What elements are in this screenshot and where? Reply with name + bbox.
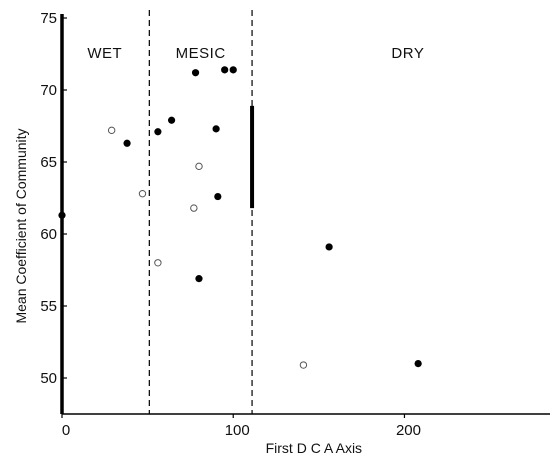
y-tick-label: 75 xyxy=(40,10,57,27)
y-axis-ticks: 50 55 60 65 70 75 xyxy=(40,10,67,387)
open-point xyxy=(299,361,308,369)
data-points xyxy=(58,66,422,369)
filled-point xyxy=(123,139,131,147)
filled-point xyxy=(154,128,162,136)
y-tick-label: 50 xyxy=(40,370,57,387)
open-point xyxy=(154,259,162,267)
filled-point xyxy=(191,69,200,77)
filled-point xyxy=(195,275,203,283)
x-axis-ticks: 0 100 200 xyxy=(61,414,421,439)
filled-point xyxy=(414,360,422,368)
filled-point xyxy=(221,66,229,74)
filled-point xyxy=(229,66,237,74)
x-tick-label: 0 xyxy=(62,422,70,439)
y-tick-label: 70 xyxy=(40,82,57,99)
filled-point xyxy=(214,192,222,201)
region-label-mesic: MESIC xyxy=(176,45,226,62)
region-label-dry: DRY xyxy=(391,45,424,62)
chart-axes xyxy=(60,14,550,415)
x-tick-label: 200 xyxy=(396,422,421,439)
region-dividers: WET MESIC DRY xyxy=(87,10,424,414)
open-point xyxy=(195,162,203,171)
x-tick-label: 100 xyxy=(225,422,250,439)
y-tick-label: 55 xyxy=(40,298,57,315)
filled-point xyxy=(325,243,333,251)
filled-point xyxy=(212,125,220,133)
region-label-wet: WET xyxy=(87,45,122,62)
open-point xyxy=(190,204,198,212)
y-tick-label: 65 xyxy=(40,154,57,171)
open-point xyxy=(107,126,116,135)
y-tick-label: 60 xyxy=(40,226,57,243)
open-point xyxy=(138,189,147,198)
filled-point xyxy=(58,211,66,219)
y-axis-title: Mean Coefficient of Community xyxy=(13,128,29,323)
x-axis-title: First D C A Axis xyxy=(266,440,362,456)
filled-point xyxy=(167,116,176,124)
